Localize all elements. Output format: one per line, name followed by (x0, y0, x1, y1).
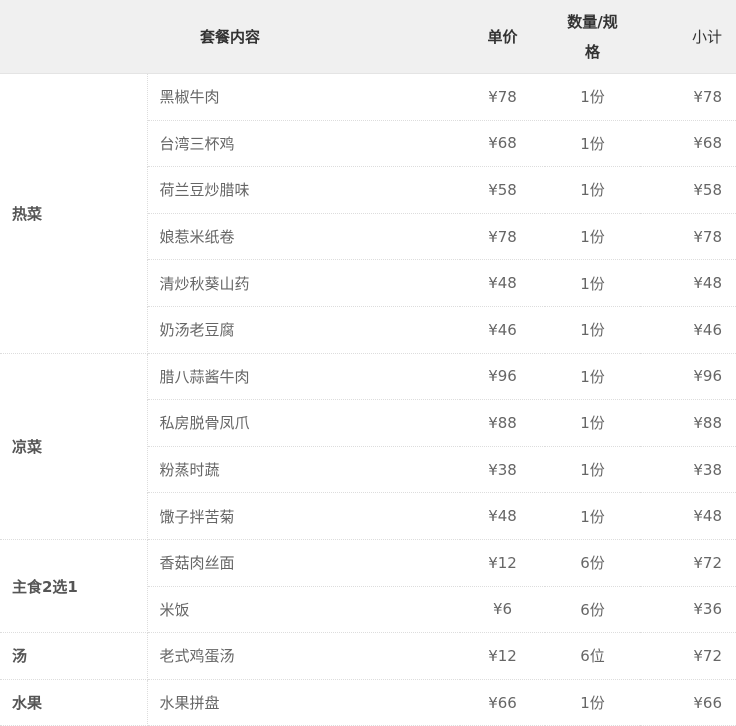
item-qty: 1份 (545, 120, 641, 168)
header-subtotal: 小计 (640, 0, 736, 74)
item-name: 老式鸡蛋汤 (147, 632, 461, 680)
table-row: 清炒秋葵山药 ¥48 1份 ¥48 (0, 259, 736, 307)
item-qty: 1份 (545, 353, 641, 401)
table-row: 主食2选1 香菇肉丝面 ¥12 6份 ¥72 (0, 539, 736, 634)
table-row: 热菜 黑椒牛肉 ¥78 1份 ¥78 (0, 73, 736, 354)
item-name: 私房脱骨凤爪 (147, 399, 461, 447)
item-qty: 6位 (545, 632, 641, 680)
item-name: 黑椒牛肉 (147, 73, 461, 121)
table-row: 粉蒸时蔬 ¥38 1份 ¥38 (0, 446, 736, 494)
item-subtotal: ¥66 (640, 679, 736, 726)
item-subtotal: ¥68 (640, 120, 736, 168)
item-name: 香菇肉丝面 (147, 539, 461, 587)
item-name: 水果拼盘 (147, 679, 461, 726)
item-price: ¥78 (460, 213, 546, 261)
item-subtotal: ¥46 (640, 306, 736, 354)
category-cell: 热菜 (0, 73, 148, 354)
item-name: 荷兰豆炒腊味 (147, 166, 461, 214)
item-price: ¥48 (460, 259, 546, 307)
item-price: ¥12 (460, 539, 546, 587)
table-row: 台湾三杯鸡 ¥68 1份 ¥68 (0, 120, 736, 168)
header-price: 单价 (460, 0, 546, 74)
item-qty: 1份 (545, 166, 641, 214)
item-price: ¥38 (460, 446, 546, 494)
item-price: ¥66 (460, 679, 546, 726)
item-price: ¥6 (460, 586, 546, 634)
item-subtotal: ¥96 (640, 353, 736, 401)
category-cell: 水果 (0, 679, 148, 726)
item-price: ¥78 (460, 73, 546, 121)
table-row: 米饭 ¥6 6份 ¥36 (0, 586, 736, 634)
table-row: 水果 水果拼盘 ¥66 1份 ¥66 (0, 679, 736, 726)
header-qty-label: 数量/规格 (567, 12, 618, 61)
item-subtotal: ¥36 (640, 586, 736, 634)
item-qty: 1份 (545, 679, 641, 726)
item-subtotal: ¥78 (640, 213, 736, 261)
item-subtotal: ¥48 (640, 492, 736, 540)
item-qty: 1份 (545, 306, 641, 354)
item-name: 腊八蒜酱牛肉 (147, 353, 461, 401)
header-content: 套餐内容 (0, 0, 461, 74)
table-row: 荷兰豆炒腊味 ¥58 1份 ¥58 (0, 166, 736, 214)
item-name: 粉蒸时蔬 (147, 446, 461, 494)
table-row: 馓子拌苦菊 ¥48 1份 ¥48 (0, 492, 736, 540)
table-row: 私房脱骨凤爪 ¥88 1份 ¥88 (0, 399, 736, 447)
item-price: ¥46 (460, 306, 546, 354)
item-name: 娘惹米纸卷 (147, 213, 461, 261)
item-subtotal: ¥72 (640, 632, 736, 680)
table-row: 凉菜 腊八蒜酱牛肉 ¥96 1份 ¥96 (0, 353, 736, 540)
item-subtotal: ¥78 (640, 73, 736, 121)
item-name: 米饭 (147, 586, 461, 634)
table-row: 娘惹米纸卷 ¥78 1份 ¥78 (0, 213, 736, 261)
item-price: ¥88 (460, 399, 546, 447)
item-name: 奶汤老豆腐 (147, 306, 461, 354)
item-qty: 1份 (545, 213, 641, 261)
header-row: 套餐内容 单价 数量/规格 小计 (0, 0, 736, 74)
item-price: ¥48 (460, 492, 546, 540)
item-qty: 1份 (545, 492, 641, 540)
item-qty: 1份 (545, 399, 641, 447)
item-subtotal: ¥88 (640, 399, 736, 447)
item-subtotal: ¥72 (640, 539, 736, 587)
item-qty: 1份 (545, 73, 641, 121)
item-price: ¥68 (460, 120, 546, 168)
category-cell: 凉菜 (0, 353, 148, 540)
item-qty: 6份 (545, 586, 641, 634)
item-price: ¥96 (460, 353, 546, 401)
item-name: 台湾三杯鸡 (147, 120, 461, 168)
category-cell: 主食2选1 (0, 539, 148, 634)
item-qty: 1份 (545, 446, 641, 494)
item-name: 馓子拌苦菊 (147, 492, 461, 540)
table-row: 汤老式鸡蛋汤 ¥12 6位 ¥72 (0, 632, 736, 680)
table-row: 奶汤老豆腐 ¥46 1份 ¥46 (0, 306, 736, 354)
item-qty: 1份 (545, 259, 641, 307)
item-price: ¥12 (460, 632, 546, 680)
item-qty: 6份 (545, 539, 641, 587)
category-cell: 汤 (0, 632, 148, 680)
item-price: ¥58 (460, 166, 546, 214)
item-subtotal: ¥48 (640, 259, 736, 307)
item-name: 清炒秋葵山药 (147, 259, 461, 307)
item-subtotal: ¥38 (640, 446, 736, 494)
item-subtotal: ¥58 (640, 166, 736, 214)
header-qty: 数量/规格 (545, 0, 641, 74)
